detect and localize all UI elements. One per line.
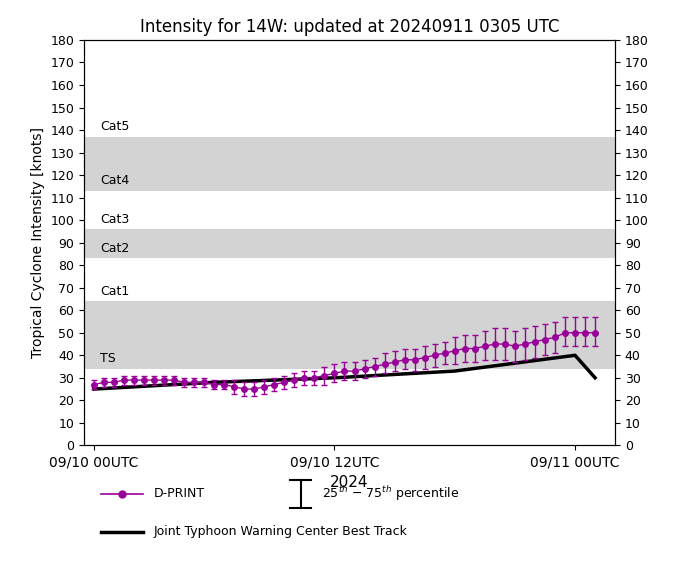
Bar xyxy=(84,259,615,301)
Text: Cat3: Cat3 xyxy=(100,213,129,226)
Text: 25$^{th}$ $-$ 75$^{th}$ percentile: 25$^{th}$ $-$ 75$^{th}$ percentile xyxy=(322,484,459,504)
Bar xyxy=(84,229,615,259)
Bar xyxy=(84,191,615,229)
Title: Intensity for 14W: updated at 20240911 0305 UTC: Intensity for 14W: updated at 20240911 0… xyxy=(140,18,559,35)
Bar xyxy=(84,137,615,191)
Text: Joint Typhoon Warning Center Best Track: Joint Typhoon Warning Center Best Track xyxy=(154,525,408,538)
Text: Cat2: Cat2 xyxy=(100,242,129,255)
Text: Cat1: Cat1 xyxy=(100,285,129,298)
Bar xyxy=(84,40,615,137)
Text: Cat5: Cat5 xyxy=(100,120,129,134)
Text: Cat4: Cat4 xyxy=(100,175,129,187)
Bar xyxy=(84,301,615,369)
Text: TS: TS xyxy=(100,352,115,365)
X-axis label: 2024: 2024 xyxy=(330,475,369,490)
Text: D-PRINT: D-PRINT xyxy=(154,488,205,500)
Y-axis label: Tropical Cyclone Intensity [knots]: Tropical Cyclone Intensity [knots] xyxy=(31,127,45,358)
